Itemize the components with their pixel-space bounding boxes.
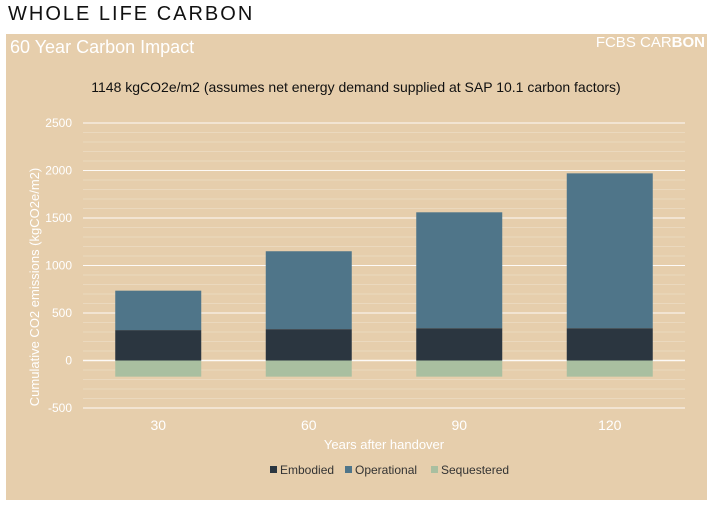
x-tick-label: 60 <box>301 417 317 433</box>
bar-operational-60 <box>265 251 352 330</box>
bar-operational-90 <box>416 212 503 329</box>
chart-subtitle: 1148 kgCO2e/m2 (assumes net energy deman… <box>91 79 620 95</box>
y-axis-title: Cumulative CO2 emissions (kgCO2e/m2) <box>27 168 42 406</box>
brand-logo-bold: BON <box>671 34 705 51</box>
page-header: WHOLE LIFE CARBON <box>8 3 255 25</box>
bar-sequestered-90 <box>416 360 503 377</box>
x-tick-label: 30 <box>150 417 166 433</box>
x-tick-label: 90 <box>451 417 467 433</box>
x-axis-ticks: 30 60 90 120 <box>150 417 621 433</box>
y-tick-label: 0 <box>65 354 72 368</box>
y-tick-label: 1500 <box>45 211 72 225</box>
bar-embodied-60 <box>265 329 352 361</box>
y-tick-label: 1000 <box>45 259 72 273</box>
x-tick-label: 120 <box>598 417 622 433</box>
bar-embodied-120 <box>566 328 653 361</box>
stacked-bar-chart: 1148 kgCO2e/m2 (assumes net energy deman… <box>27 79 685 477</box>
bars <box>115 173 653 377</box>
brand-logo: FCBS CARBON <box>596 34 705 51</box>
bar-sequestered-30 <box>115 360 202 377</box>
y-tick-label: -500 <box>48 401 72 415</box>
brand-logo-light: FCBS CAR <box>595 34 672 51</box>
legend-swatch-operational <box>345 466 352 473</box>
legend-swatch-sequestered <box>431 466 438 473</box>
legend: Embodied Operational Sequestered <box>270 463 509 477</box>
legend-label-sequestered: Sequestered <box>441 463 509 477</box>
y-tick-label: 2500 <box>45 116 72 130</box>
bar-embodied-90 <box>416 328 503 361</box>
bar-operational-30 <box>115 290 202 331</box>
chart-panel: 60 Year Carbon Impact FCBS CARBON 1148 k… <box>6 34 707 500</box>
y-tick-label: 2000 <box>45 164 72 178</box>
legend-label-embodied: Embodied <box>280 463 334 477</box>
legend-swatch-embodied <box>270 466 277 473</box>
bar-operational-120 <box>566 173 653 329</box>
x-axis-title: Years after handover <box>324 437 445 452</box>
legend-label-operational: Operational <box>355 463 417 477</box>
panel-title: 60 Year Carbon Impact <box>10 37 195 57</box>
bar-embodied-30 <box>115 330 202 361</box>
y-axis-ticks: -500 0 500 1000 1500 2000 2500 <box>45 116 72 415</box>
bar-sequestered-60 <box>265 360 352 377</box>
y-tick-label: 500 <box>52 306 72 320</box>
bar-sequestered-120 <box>566 360 653 377</box>
